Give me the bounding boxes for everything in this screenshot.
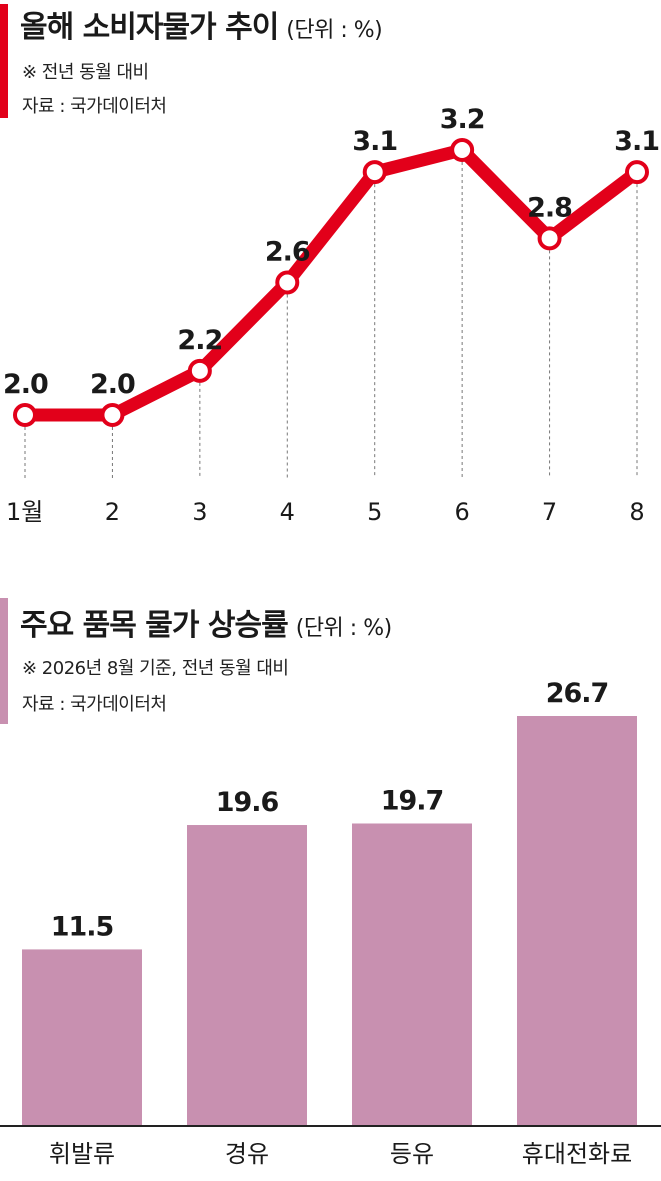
bar-chart-title: 주요 품목 물가 상승률: [20, 608, 289, 643]
x-tick-label: 등유: [390, 1140, 434, 1168]
bar-chart-source: 자료 : 국가데이터처: [22, 694, 167, 715]
data-label: 2.8: [527, 192, 572, 223]
x-tick-label: 5: [367, 498, 382, 526]
data-label: 26.7: [546, 678, 609, 709]
series-line: [18, 143, 644, 422]
x-tick-label: 3: [192, 498, 207, 526]
line-chart-panel: 올해 소비자물가 추이 (단위 : %) ※ 전년 동월 대비 자료 : 국가데이…: [0, 0, 661, 560]
bar: [517, 716, 637, 1126]
title-accent-bar: [0, 598, 8, 724]
data-label: 3.2: [440, 104, 485, 135]
data-label: 19.6: [216, 787, 279, 818]
data-point: [362, 160, 387, 185]
x-tick-label: 4: [280, 498, 295, 526]
line-chart-source: 자료 : 국가데이터처: [22, 96, 167, 117]
line-chart-title-row: 올해 소비자물가 추이 (단위 : %): [20, 2, 383, 46]
data-label: 3.1: [352, 126, 397, 157]
data-label: 11.5: [51, 911, 114, 942]
bar-chart-unit: (단위 : %): [295, 616, 392, 641]
bar-chart-panel: 주요 품목 물가 상승률 (단위 : %) ※ 2026년 8월 기준, 전년 동…: [0, 588, 661, 1181]
line-chart-title: 올해 소비자물가 추이: [20, 10, 279, 45]
bar-chart-note: ※ 2026년 8월 기준, 전년 동월 대비: [22, 658, 289, 679]
data-label: 2.0: [90, 369, 135, 400]
data-label: 2.0: [3, 369, 48, 400]
data-point: [625, 160, 649, 185]
bar: [22, 949, 142, 1126]
title-accent-bar: [0, 4, 8, 118]
x-tick-label: 8: [629, 498, 644, 526]
x-tick-label: 휘발류: [49, 1140, 115, 1168]
line-chart-unit: (단위 : %): [286, 18, 383, 43]
x-tick-label: 휴대전화료: [522, 1140, 632, 1168]
data-label: 19.7: [381, 785, 444, 816]
data-point: [187, 358, 212, 383]
data-point: [275, 270, 300, 295]
bar-chart-title-row: 주요 품목 물가 상승률 (단위 : %): [20, 600, 392, 644]
x-tick-label: 경유: [225, 1140, 269, 1168]
data-label: 2.6: [265, 237, 310, 268]
bar: [187, 825, 307, 1126]
x-tick-label: 2: [105, 498, 120, 526]
x-tick-label: 7: [542, 498, 557, 526]
line-chart-note: ※ 전년 동월 대비: [22, 62, 149, 83]
data-point: [100, 403, 125, 427]
data-label: 2.2: [177, 325, 222, 356]
x-tick-label: 6: [455, 498, 470, 526]
bar-chart-plot: 11.5 휘발류 19.6 경유 19.7 등유 26.7 휴대전화료: [0, 678, 661, 1168]
data-label: 3.1: [614, 126, 659, 157]
data-point: [537, 226, 562, 251]
line-chart-plot: 2.0 2.0 2.2 2.6 3.1 3.2 2.8 3.1 1월 2 3 4 5 6 7 8: [3, 104, 660, 526]
x-tick-label: 1월: [6, 498, 43, 526]
bar: [352, 823, 472, 1126]
data-point: [450, 138, 475, 162]
data-point: [13, 403, 37, 427]
